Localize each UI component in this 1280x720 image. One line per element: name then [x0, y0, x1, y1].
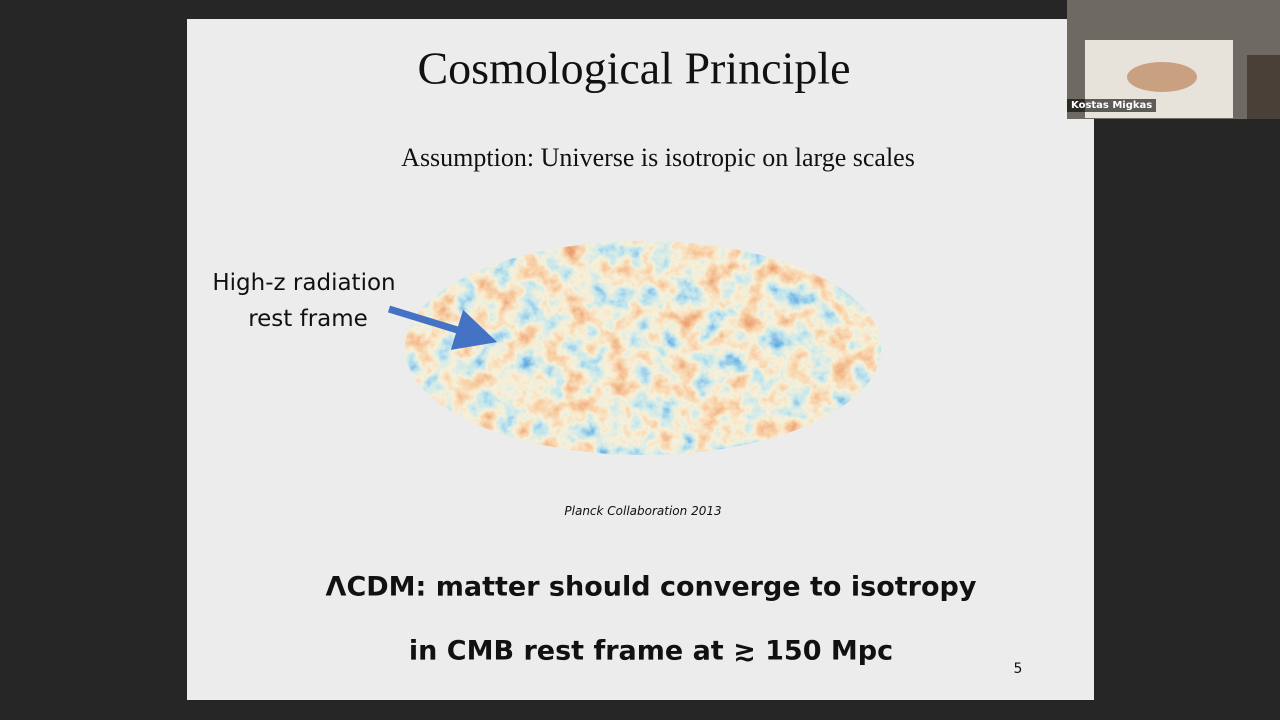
conclusion-line: ΛCDM: matter should converge to isotropy: [325, 571, 977, 603]
slide-title: Cosmological Principle: [417, 42, 851, 94]
cmb-map: [405, 241, 881, 455]
slide: Cosmological Principle Assumption: Unive…: [187, 19, 1094, 700]
annotation-line: rest frame: [248, 306, 368, 332]
projection-image: [1127, 62, 1197, 92]
conclusion-line: in CMB rest frame at ≳ 150 Mpc: [408, 635, 894, 667]
annotation-line: High-z radiation: [212, 270, 396, 296]
caption: Planck Collaboration 2013: [564, 504, 722, 518]
arrow: [387, 305, 498, 350]
person: [1247, 55, 1280, 119]
figure: [387, 241, 881, 455]
participant-name: Kostas Migkas: [1067, 99, 1157, 112]
page-number: 5: [1013, 661, 1023, 677]
video-tile[interactable]: Kostas Migkas: [1067, 0, 1280, 119]
slide-subtitle: Assumption: Universe is isotropic on lar…: [401, 143, 915, 172]
